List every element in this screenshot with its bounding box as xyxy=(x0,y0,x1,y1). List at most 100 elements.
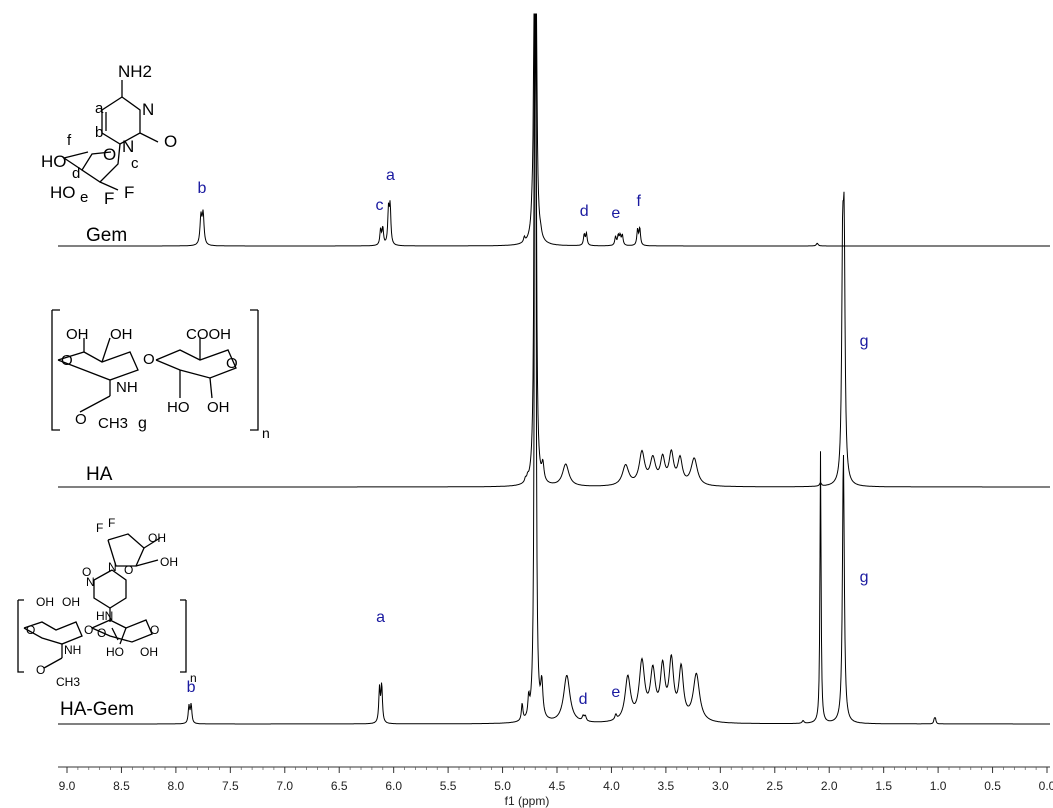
spectrum-trace-ha-gem xyxy=(58,13,1050,725)
ha-gem-label: CH3 xyxy=(56,675,80,689)
ha-gem-bond xyxy=(119,627,127,645)
ha-label: O xyxy=(75,411,87,428)
x-tick-label: 8.0 xyxy=(168,779,185,793)
ha-label: n xyxy=(262,425,270,441)
gem-label: O xyxy=(103,145,116,164)
ha-gem-label: OH xyxy=(160,555,178,569)
series-name-ha: HA xyxy=(86,464,113,485)
gem-label: N xyxy=(122,137,134,156)
gem-label: a xyxy=(95,100,104,117)
ha-gem-label: F xyxy=(96,521,103,535)
ha-bond xyxy=(101,337,111,363)
x-tick-label: 0.0 xyxy=(1039,779,1053,793)
ha-gem-label: O xyxy=(97,626,106,640)
x-tick-label: 3.5 xyxy=(658,779,675,793)
gem-structure: NH2 N O N a b HO f O c d HO e F F xyxy=(41,62,177,208)
ha-gem-label: NH xyxy=(64,643,81,657)
x-axis: 9.0 8.5 8.0 7.5 7.0 6.5 6.0 5.5 5.0 4.5 4.0 3.5 3.0 2… xyxy=(58,766,1053,808)
peak-label-gem-e: e xyxy=(611,205,620,222)
x-ticks: 9.0 8.5 8.0 7.5 7.0 6.5 6.0 5.5 5.0 4.5 4.0 3.5 3.0 2… xyxy=(59,767,1053,793)
x-tick-label: 6.5 xyxy=(331,779,348,793)
gem-label: HO xyxy=(41,152,67,171)
ha-bracket-right xyxy=(250,309,259,431)
ha-label: OH xyxy=(66,326,89,343)
ha-label: OH xyxy=(207,399,230,416)
gem-label: f xyxy=(67,132,72,149)
ha-gem-bond xyxy=(143,537,161,549)
gem-label: O xyxy=(164,132,177,151)
x-tick-label: 5.0 xyxy=(494,779,511,793)
gem-label: e xyxy=(80,189,88,206)
ha-gem-label: OH xyxy=(140,645,158,659)
ha-gem-ring1-bonds xyxy=(23,621,83,645)
x-tick-label: 1.5 xyxy=(875,779,892,793)
ha-label: g xyxy=(138,415,147,432)
peak-label-gem-d: d xyxy=(580,203,589,220)
ha-gem-label: OH xyxy=(36,595,54,609)
ha-label: OH xyxy=(110,326,133,343)
gem-label: HO xyxy=(50,183,76,202)
spectra-layer xyxy=(58,13,1050,725)
ha-gem-bracket-right xyxy=(180,599,187,673)
peak-label-ha-gem-e: e xyxy=(611,684,620,701)
ha-gem-label: O xyxy=(26,623,35,637)
ha-gem-label: OH xyxy=(148,531,166,545)
x-tick-label: 6.0 xyxy=(385,779,402,793)
series-name-gem: Gem xyxy=(86,225,127,246)
gem-label: N xyxy=(142,100,154,119)
ha-label: O xyxy=(143,351,155,368)
ha-gem-label: n xyxy=(190,671,197,685)
x-tick-label: 7.5 xyxy=(222,779,239,793)
x-tick-label: 4.5 xyxy=(549,779,566,793)
ha-gem-label: HN xyxy=(96,609,113,623)
ha-gem-bracket-left xyxy=(17,599,24,673)
peak-label-gem-b: b xyxy=(198,180,207,197)
peak-label-gem-a: a xyxy=(386,167,395,184)
ha-gem-label: HO xyxy=(106,645,124,659)
ha-gem-sugar-bonds xyxy=(107,533,145,567)
peak-label-gem-f: f xyxy=(636,193,641,210)
peak-label-gem-c: c xyxy=(376,197,384,214)
gem-ring-bonds xyxy=(101,96,141,145)
gem-label: d xyxy=(72,165,80,182)
gem-label: NH2 xyxy=(118,62,152,81)
x-axis-title: f1 (ppm) xyxy=(505,794,550,808)
ha-label: CH3 xyxy=(98,415,128,432)
x-tick-label: 0.5 xyxy=(984,779,1001,793)
ha-gem-label: O xyxy=(124,563,133,577)
ha-gem-label: O xyxy=(36,663,45,677)
peak-label-ha-gem-a: a xyxy=(376,609,385,626)
gem-label: c xyxy=(131,155,139,172)
ha-gem-structure: F F OH OH O N N O HN O OH OH O O O NH O … xyxy=(17,516,197,689)
ha-gem-cytosine-bonds xyxy=(93,569,127,609)
x-tick-label: 8.5 xyxy=(113,779,130,793)
x-tick-label: 4.0 xyxy=(603,779,620,793)
gem-carbonyl-bond xyxy=(139,132,159,143)
ha-structure: OH OH COOH O O NH O O HO OH CH3 g n xyxy=(51,309,270,441)
ha-label: O xyxy=(226,355,238,372)
spectrum-trace-ha xyxy=(58,13,1050,488)
peak-label-ha-g: g xyxy=(860,333,869,350)
x-tick-label: 2.0 xyxy=(821,779,838,793)
ha-gem-label: O xyxy=(84,623,93,637)
ha-gem-label: F xyxy=(108,516,115,530)
spectrum-trace-gem xyxy=(58,13,1050,247)
gem-ch2oh-bond xyxy=(63,151,89,159)
ha-label: COOH xyxy=(186,326,231,343)
ha-label: O xyxy=(61,352,73,369)
peak-label-ha-gem-g: g xyxy=(860,569,869,586)
x-tick-label: 5.5 xyxy=(440,779,457,793)
gem-sugar-bonds xyxy=(81,143,121,183)
series-name-ha-gem: HA-Gem xyxy=(60,699,134,720)
gem-label: F xyxy=(124,183,134,202)
gem-cf2-bond xyxy=(99,181,119,191)
ha-bond xyxy=(209,377,213,399)
x-tick-label: 7.0 xyxy=(276,779,293,793)
ha-label: HO xyxy=(167,399,190,416)
ha-bracket-left xyxy=(51,309,60,431)
ha-bond xyxy=(79,395,111,413)
ha-gem-ring2-bonds xyxy=(91,619,153,643)
ha-gem-label: N xyxy=(108,560,117,574)
